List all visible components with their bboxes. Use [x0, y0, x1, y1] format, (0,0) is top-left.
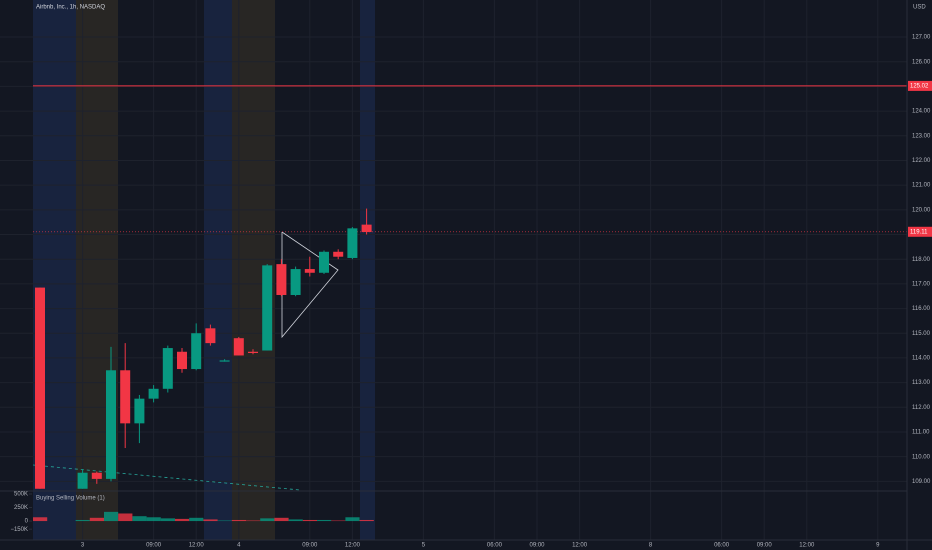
volume-bar — [260, 518, 275, 522]
volume-bar — [89, 517, 104, 522]
trend-line — [32, 464, 301, 491]
candle-body — [361, 224, 372, 233]
volume-bar — [231, 519, 246, 522]
x-tick-label: 12:00 — [799, 543, 815, 549]
currency: USD — [913, 5, 926, 11]
marks — [33, 85, 907, 522]
last-price-tag — [908, 226, 932, 237]
volume-bar — [203, 519, 218, 522]
y-tick-label: 123.00 — [912, 133, 931, 139]
x-tick-label: 9 — [876, 543, 880, 549]
y-tick-label: 126.00 — [912, 59, 931, 65]
candle-body — [219, 360, 230, 362]
y-tick-label: 115.00 — [912, 331, 931, 337]
candle-body — [233, 338, 244, 356]
y-tick-label: 124.00 — [912, 109, 931, 115]
volume-bar — [217, 520, 232, 522]
volume-bar — [75, 519, 90, 522]
x-tick-label: 09:00 — [757, 543, 773, 549]
y-tick-label: 114.00 — [912, 356, 931, 362]
candle-body — [177, 351, 187, 370]
volume-bar — [288, 519, 303, 522]
y-tick-label: 113.00 — [912, 380, 931, 386]
candle-body — [205, 328, 216, 344]
volume-tick-label: 500K — [14, 492, 28, 498]
volume-bar — [175, 518, 190, 522]
volume-bar — [331, 520, 346, 522]
y-tick-label: 116.00 — [912, 306, 931, 312]
volume-bar — [345, 517, 360, 522]
y-tick-label: 112.00 — [912, 405, 931, 411]
volume-bar — [189, 517, 204, 522]
candle-body — [262, 265, 273, 351]
volume-bar — [33, 517, 48, 522]
volume-bar — [160, 518, 175, 522]
candle-body — [333, 251, 344, 257]
x-tick-label: 09:00 — [146, 543, 162, 549]
last-price-label: 119.11 — [910, 229, 928, 235]
x-tick-label: 09:00 — [529, 543, 545, 549]
candle-body — [91, 472, 102, 479]
volume-bar — [302, 519, 317, 522]
volume-bar — [317, 519, 332, 522]
candle-body — [77, 472, 88, 489]
y-tick-label: 109.00 — [912, 479, 931, 485]
x-tick-label: 12:00 — [189, 543, 205, 549]
volume-bar — [246, 520, 261, 522]
chart-title: Airbnb, Inc., 1h, NASDAQ — [36, 5, 105, 11]
labels: 109.00 110.00 111.00 112.00 113.00 114.00 115.… — [10, 35, 932, 549]
volume-tick-label: 250K — [14, 505, 28, 511]
candle-body — [120, 370, 131, 424]
candle-body — [134, 398, 145, 424]
candle-body — [319, 251, 329, 273]
x-tick-label: 3 — [81, 543, 85, 549]
price-level-label: 125.02 — [910, 83, 929, 89]
candle-body — [304, 269, 315, 273]
price-level-tag — [908, 80, 932, 91]
candle-body — [248, 351, 258, 353]
y-tick-label: 121.00 — [912, 183, 931, 189]
volume-title: Buying Selling Volume (1) — [36, 496, 105, 502]
volume-bar — [118, 513, 133, 522]
candle-body — [106, 370, 116, 479]
x-tick-label: 06:00 — [714, 543, 730, 549]
y-tick-label: 117.00 — [912, 281, 931, 287]
candle-body — [347, 228, 358, 258]
x-tick-label: 4 — [237, 543, 241, 549]
x-tick-label: 09:00 — [302, 543, 318, 549]
y-tick-label: 111.00 — [912, 430, 930, 436]
volume-tick-label: 0 — [25, 519, 29, 525]
volume-bar — [359, 519, 374, 522]
volume-bar — [104, 511, 119, 522]
candle-body — [290, 269, 301, 295]
y-tick-label: 127.00 — [912, 35, 931, 41]
y-tick-label: 122.00 — [912, 158, 931, 164]
x-tick-label: 06:00 — [487, 543, 503, 549]
y-tick-label: 118.00 — [912, 257, 931, 263]
candle-body — [162, 348, 173, 389]
volume-bar — [274, 517, 289, 522]
y-tick-label: 120.00 — [912, 207, 931, 213]
volume-bar — [132, 516, 147, 522]
x-tick-label: 12:00 — [345, 543, 361, 549]
candle-body — [276, 264, 287, 295]
volume-bar — [146, 517, 161, 522]
grid — [0, 0, 907, 540]
candle-body — [35, 287, 45, 489]
candle-body — [148, 388, 159, 399]
candle-body — [191, 333, 202, 370]
x-tick-label: 12:00 — [572, 543, 588, 549]
x-tick-label: 5 — [422, 543, 426, 549]
volume-tick-label: −150K — [10, 527, 28, 533]
x-tick-label: 8 — [649, 543, 653, 549]
session-shade — [204, 0, 232, 540]
session-shade — [360, 0, 375, 540]
y-tick-label: 110.00 — [912, 454, 931, 460]
